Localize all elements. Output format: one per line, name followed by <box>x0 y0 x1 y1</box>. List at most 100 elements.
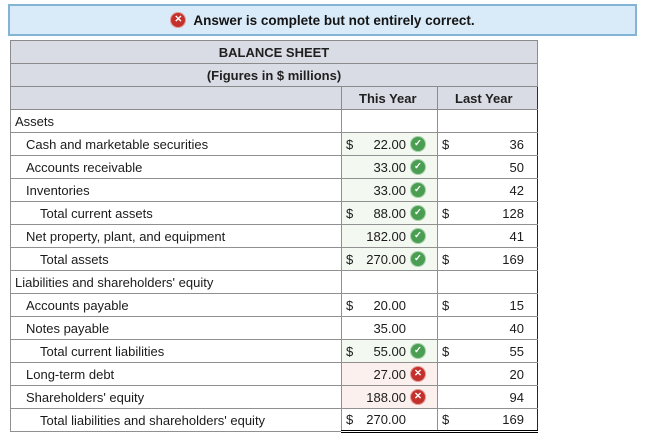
last-year-value: 41 <box>509 228 524 244</box>
last-year-value-cell <box>437 270 538 294</box>
last-year-value: 169 <box>502 412 524 427</box>
x-circle-icon: ✕ <box>410 366 426 382</box>
last-year-value-cell: 41 <box>437 224 538 248</box>
table-title: BALANCE SHEET <box>10 40 538 64</box>
dollar-sign: $ <box>442 205 450 221</box>
label-column-header <box>10 86 342 110</box>
row-label: Long-term debt <box>10 362 342 386</box>
this-year-value: 20.00 <box>373 297 406 313</box>
dollar-sign: $ <box>442 251 450 267</box>
last-year-value: 94 <box>509 389 524 405</box>
check-circle-icon: ✓ <box>410 343 426 359</box>
dollar-sign: $ <box>442 297 450 313</box>
last-year-value-cell: $169 <box>437 247 538 271</box>
this-year-value: 33.00 <box>373 182 406 198</box>
dollar-sign: $ <box>346 343 354 359</box>
last-year-value: 36 <box>509 136 524 152</box>
row-label: Assets <box>10 109 342 133</box>
row-label: Accounts payable <box>10 293 342 317</box>
row-label: Accounts receivable <box>10 155 342 179</box>
table-row: Notes payable 35.00 40 <box>10 316 538 340</box>
dollar-sign: $ <box>442 412 450 427</box>
table-row: Liabilities and shareholders' equity <box>10 270 538 294</box>
this-year-value: 188.00 <box>366 389 406 405</box>
last-year-value-cell: $55 <box>437 339 538 363</box>
this-year-value-cell: 33.00 ✓ <box>341 155 438 179</box>
last-year-value-cell: 20 <box>437 362 538 386</box>
table-title-row: BALANCE SHEET <box>10 40 538 64</box>
last-year-value: 20 <box>509 366 524 382</box>
row-label: Total assets <box>10 247 342 271</box>
last-year-value-cell <box>437 109 538 133</box>
last-year-column-header: Last Year <box>437 86 538 110</box>
last-year-value-cell: $36 <box>437 132 538 156</box>
result-banner: ✕ Answer is complete but not entirely co… <box>8 4 637 36</box>
row-label: Shareholders' equity <box>10 385 342 409</box>
this-year-value-cell: $20.00 <box>341 293 438 317</box>
table-row: Net property, plant, and equipment 182.00… <box>10 224 538 248</box>
this-year-value: 270.00 <box>366 412 406 427</box>
this-year-value: 22.00 <box>373 136 406 152</box>
last-year-value: 55 <box>509 343 524 359</box>
row-label: Total current liabilities <box>10 339 342 363</box>
this-year-value-cell: $55.00 ✓ <box>341 339 438 363</box>
this-year-value-cell: $22.00 ✓ <box>341 132 438 156</box>
icon-slot-empty <box>410 320 426 336</box>
this-year-value-cell: $88.00 ✓ <box>341 201 438 225</box>
table-subtitle: (Figures in $ millions) <box>10 63 538 87</box>
check-circle-icon: ✓ <box>410 136 426 152</box>
this-year-value-cell: 188.00 ✕ <box>341 385 438 409</box>
last-year-value-cell: 50 <box>437 155 538 179</box>
table-row: Cash and marketable securities $22.00 ✓ $36 <box>10 132 538 156</box>
table-row: Assets <box>10 109 538 133</box>
result-banner-text: Answer is complete but not entirely corr… <box>193 12 475 28</box>
last-year-value-cell: $169 <box>437 408 538 433</box>
this-year-value: 270.00 <box>366 251 406 267</box>
table-row: Total current liabilities $55.00 ✓ $55 <box>10 339 538 363</box>
table-row: Inventories 33.00 ✓ 42 <box>10 178 538 202</box>
balance-sheet-body: Assets Cash and marketable securities $22.… <box>10 109 538 433</box>
balance-sheet-table: BALANCE SHEET (Figures in $ millions) Th… <box>10 40 538 433</box>
last-year-value: 128 <box>502 205 524 221</box>
row-label: Liabilities and shareholders' equity <box>10 270 342 294</box>
row-label: Total liabilities and shareholders' equi… <box>10 408 342 432</box>
icon-slot-empty <box>410 297 426 313</box>
table-row: Accounts payable $20.00 $15 <box>10 293 538 317</box>
dollar-sign: $ <box>442 136 450 152</box>
this-year-value-cell <box>341 109 438 133</box>
check-circle-icon: ✓ <box>410 159 426 175</box>
this-year-value: 55.00 <box>373 343 406 359</box>
last-year-value-cell: 94 <box>437 385 538 409</box>
this-year-value: 182.00 <box>366 228 406 244</box>
dollar-sign: $ <box>346 251 354 267</box>
last-year-value: 169 <box>502 251 524 267</box>
this-year-value-cell: 35.00 <box>341 316 438 340</box>
this-year-column-header: This Year <box>341 86 438 110</box>
row-label: Inventories <box>10 178 342 202</box>
this-year-value-cell: 182.00 ✓ <box>341 224 438 248</box>
last-year-value: 15 <box>509 297 524 313</box>
this-year-value-cell: 27.00 ✕ <box>341 362 438 386</box>
row-label: Net property, plant, and equipment <box>10 224 342 248</box>
last-year-value: 40 <box>509 320 524 336</box>
table-row: Total assets $270.00 ✓ $169 <box>10 247 538 271</box>
last-year-value-cell: $128 <box>437 201 538 225</box>
table-row: Long-term debt 27.00 ✕ 20 <box>10 362 538 386</box>
table-row: Total current assets $88.00 ✓ $128 <box>10 201 538 225</box>
last-year-value-cell: 40 <box>437 316 538 340</box>
this-year-value: 88.00 <box>373 205 406 221</box>
dollar-sign: $ <box>346 412 354 427</box>
icon-slot-empty <box>410 412 426 428</box>
this-year-value-cell: $270.00 <box>341 408 438 433</box>
last-year-value: 42 <box>509 182 524 198</box>
dollar-sign: $ <box>442 343 450 359</box>
last-year-value: 50 <box>509 159 524 175</box>
table-row: Total liabilities and shareholders' equi… <box>10 408 538 433</box>
last-year-value-cell: $15 <box>437 293 538 317</box>
check-circle-icon: ✓ <box>410 182 426 198</box>
this-year-value: 35.00 <box>373 320 406 336</box>
check-circle-icon: ✓ <box>410 228 426 244</box>
check-circle-icon: ✓ <box>410 205 426 221</box>
row-label: Notes payable <box>10 316 342 340</box>
column-header-row: This Year Last Year <box>10 86 538 110</box>
